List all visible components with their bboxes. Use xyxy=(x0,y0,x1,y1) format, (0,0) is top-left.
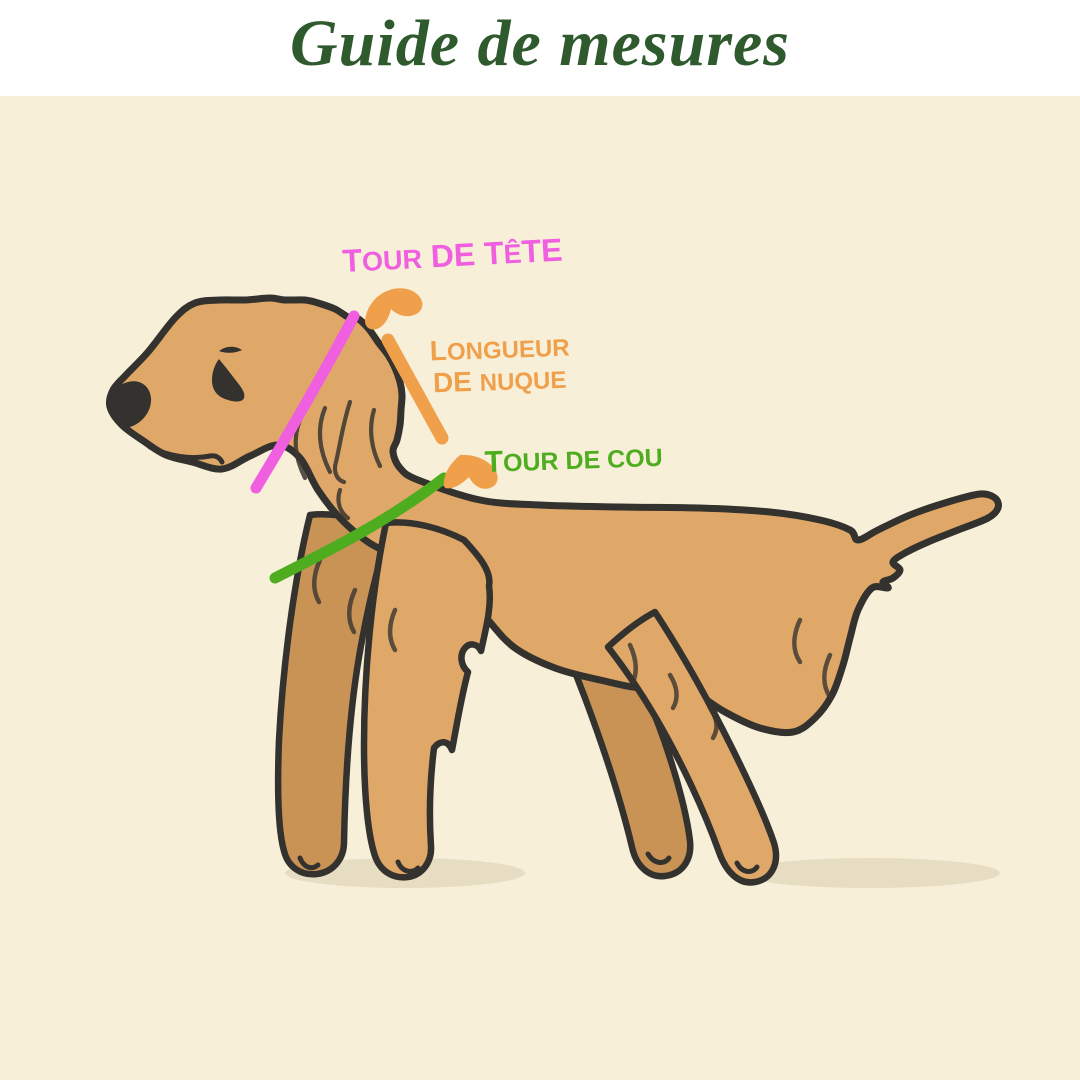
svg-text:DE NUQUE: DE NUQUE xyxy=(432,363,566,399)
svg-text:TOUR DE TÊTE: TOUR DE TÊTE xyxy=(341,232,563,279)
svg-text:LONGUEUR: LONGUEUR xyxy=(429,331,570,367)
svg-text:TOUR DE COU: TOUR DE COU xyxy=(484,440,663,479)
